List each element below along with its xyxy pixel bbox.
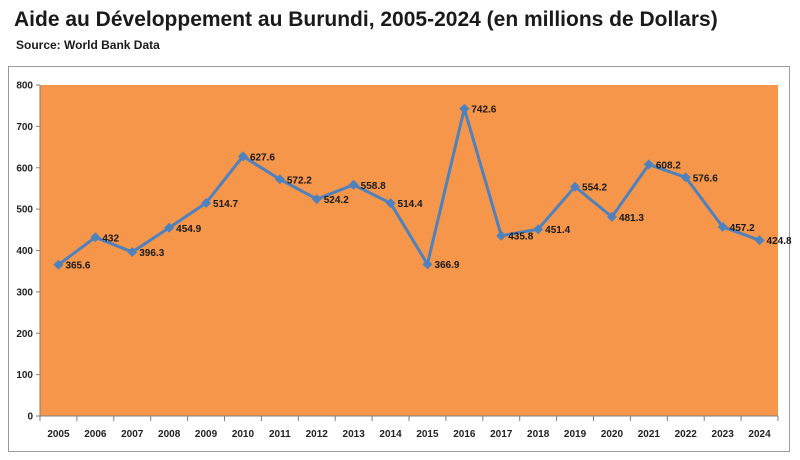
data-label: 514.7 (213, 199, 238, 210)
data-point (90, 232, 101, 243)
x-tick-label: 2016 (453, 429, 476, 440)
data-label: 481.3 (619, 213, 644, 224)
data-point (385, 198, 396, 209)
data-label: 742.6 (471, 105, 496, 116)
data-label: 572.2 (287, 175, 312, 186)
data-point (533, 224, 544, 235)
x-tick-label: 2024 (748, 429, 771, 440)
data-labels: 365.6 432 396.3 454.9 514.7 627.6 572.2 524.2 55… (65, 105, 792, 272)
x-tick-label: 2013 (343, 429, 366, 440)
x-tick-label: 2022 (675, 429, 698, 440)
data-label: 435.8 (508, 232, 533, 243)
data-point (422, 259, 433, 270)
x-tick-label: 2006 (84, 429, 107, 440)
data-label: 424.8 (767, 236, 792, 247)
data-point (201, 198, 212, 209)
x-tick-label: 2023 (712, 429, 735, 440)
data-label: 514.4 (398, 199, 423, 210)
data-point (274, 174, 285, 185)
data-point (680, 172, 691, 183)
x-tick-label: 2012 (306, 429, 329, 440)
x-tick-label: 2014 (379, 429, 402, 440)
y-tick-label: 400 (16, 246, 33, 257)
y-tick-label: 800 (16, 81, 33, 92)
x-axis: 2005 2006 2007 2008 2009 2010 2011 2012 2013 2014… (39, 415, 779, 440)
data-point (496, 230, 507, 241)
data-point (127, 247, 138, 258)
x-tick-label: 2010 (232, 429, 255, 440)
y-tick-label: 200 (16, 329, 33, 340)
data-label: 365.6 (65, 261, 90, 272)
x-tick-label: 2009 (195, 429, 218, 440)
x-tick-label: 2020 (601, 429, 624, 440)
data-label: 576.6 (693, 173, 718, 184)
data-point (717, 221, 728, 232)
y-axis: 0 100 200 300 400 500 600 700 800 (16, 81, 41, 423)
data-label: 432 (102, 233, 119, 244)
data-point (643, 159, 654, 170)
data-point (237, 151, 248, 162)
data-point (570, 181, 581, 192)
x-tick-label: 2005 (47, 429, 70, 440)
x-tick-label: 2019 (564, 429, 587, 440)
data-point (754, 235, 765, 246)
data-point (348, 179, 359, 190)
data-point (459, 103, 470, 114)
series-line (57, 107, 761, 266)
series-markers (53, 103, 765, 270)
data-label: 454.9 (176, 224, 201, 235)
data-label: 451.4 (545, 225, 570, 236)
x-tick-label: 2007 (121, 429, 144, 440)
chart-source: Source: World Bank Data (16, 38, 160, 52)
x-tick-label: 2008 (158, 429, 181, 440)
x-tick-label: 2011 (269, 429, 291, 440)
chart-title: Aide au Développement au Burundi, 2005-2… (14, 8, 718, 31)
plot-area (40, 85, 778, 416)
y-tick-label: 500 (16, 205, 33, 216)
x-tick-label: 2017 (490, 429, 513, 440)
data-label: 396.3 (139, 248, 164, 259)
x-tick-label: 2015 (416, 429, 439, 440)
y-tick-label: 100 (16, 370, 33, 381)
data-point (606, 211, 617, 222)
data-point (53, 259, 64, 270)
y-tick-label: 700 (16, 122, 33, 133)
y-tick-label: 600 (16, 163, 33, 174)
x-tick-label: 2021 (638, 429, 661, 440)
x-tick-label: 2018 (527, 429, 550, 440)
data-label: 554.2 (582, 183, 607, 194)
data-label: 627.6 (250, 152, 275, 163)
y-tick-label: 0 (27, 412, 33, 423)
data-label: 457.2 (730, 223, 755, 234)
data-point (164, 222, 175, 233)
data-label: 366.9 (434, 260, 459, 271)
data-label: 558.8 (361, 181, 386, 192)
y-tick-label: 300 (16, 287, 33, 298)
data-point (311, 194, 322, 205)
data-label: 608.2 (656, 160, 681, 171)
data-label: 524.2 (324, 195, 349, 206)
